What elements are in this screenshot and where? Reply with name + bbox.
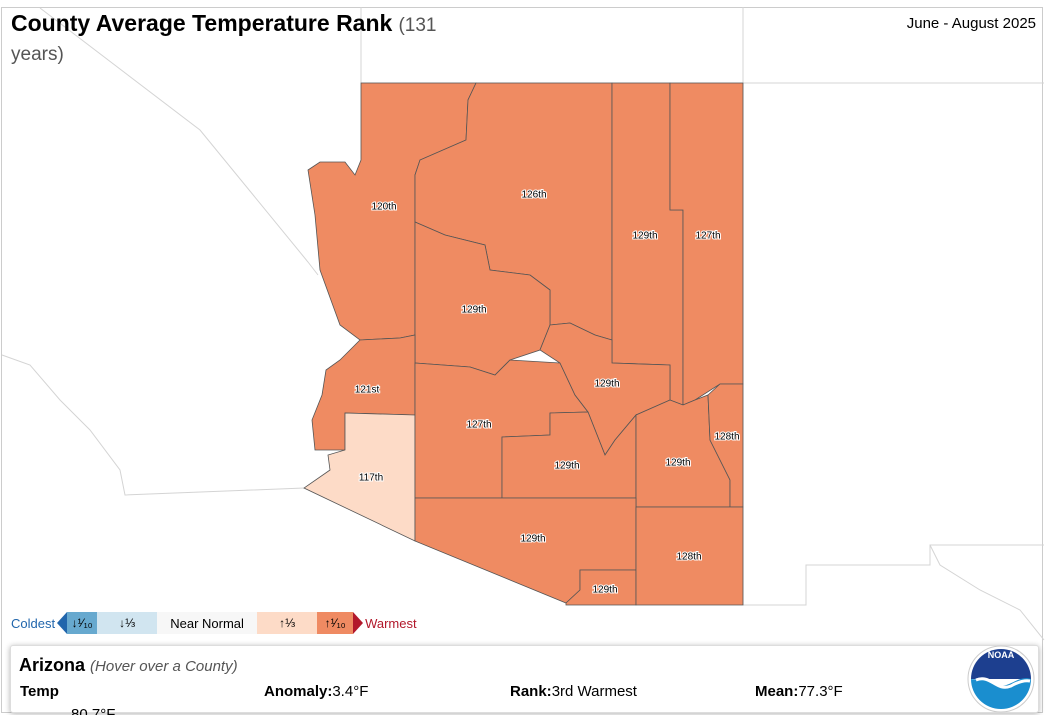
period: June - August 2025 [906, 15, 1036, 32]
county-label: 120th [371, 202, 396, 213]
county-label: 117th [359, 473, 383, 484]
hint: (Hover over a County) [90, 658, 238, 675]
county-label: 128th [714, 432, 739, 443]
county-label: 129th [461, 305, 486, 316]
county-label: 129th [520, 534, 545, 545]
rank-value: 3rd Warmest [551, 683, 637, 700]
title-block: County Average Temperature Rank (131 yea… [11, 10, 461, 68]
legend-coldest: Coldest [11, 615, 56, 631]
info-header: Arizona (Hover over a County) [19, 655, 238, 676]
rank: Rank:3rd Warmest [510, 683, 637, 700]
legend-warmest: Warmest [365, 615, 417, 631]
legend-arrow-right [353, 612, 364, 634]
counties [303, 82, 744, 606]
mean-value: 77.3°F [798, 683, 843, 700]
anomaly-value: 3.4°F [332, 683, 369, 700]
anomaly: Anomaly:3.4°F [264, 683, 368, 700]
legend-item: ↑¹⁄₁₀ [317, 612, 354, 634]
svg-text:NOAA: NOAA [988, 650, 1015, 660]
county-label: 128th [676, 552, 701, 563]
info-panel: Arizona (Hover over a County) Temp Anoma… [10, 645, 1039, 715]
subtitle: (131 years) [11, 15, 437, 65]
county[interactable] [635, 506, 744, 606]
legend-item: Near Normal [157, 612, 258, 634]
state-name: Arizona [19, 655, 86, 675]
mean-label: Mean: [755, 683, 799, 700]
anomaly-label: Anomaly: [264, 683, 333, 700]
county-label: 129th [592, 585, 617, 596]
county-label: 129th [554, 461, 579, 472]
temp-label: Temp [20, 683, 59, 700]
county-label: 127th [695, 231, 720, 242]
county-label: 127th [466, 420, 491, 431]
legend-item: ↑⅓ [257, 612, 318, 634]
county-label: 121st [355, 385, 380, 396]
legend-item: ↓⅓ [97, 612, 158, 634]
legend: Coldest ↓¹⁄₁₀ ↓⅓ Near Normal ↑⅓ ↑¹⁄₁₀ Wa… [11, 612, 417, 634]
rank-label: Rank: [510, 683, 552, 700]
next-row-value: 80.7°F [71, 706, 116, 715]
county-label: 129th [594, 379, 619, 390]
county-labels: 120th 126th 129th 127th 129th 121st 117t… [354, 189, 741, 597]
county-label: 129th [665, 458, 690, 469]
mean: Mean:77.3°F [755, 683, 843, 700]
title: County Average Temperature Rank [11, 10, 393, 36]
legend-arrow-left [57, 612, 68, 634]
county-label: 129th [632, 231, 657, 242]
noaa-logo: NOAA [967, 645, 1035, 713]
legend-item: ↓¹⁄₁₀ [67, 612, 98, 634]
county-label: 126th [521, 190, 546, 201]
